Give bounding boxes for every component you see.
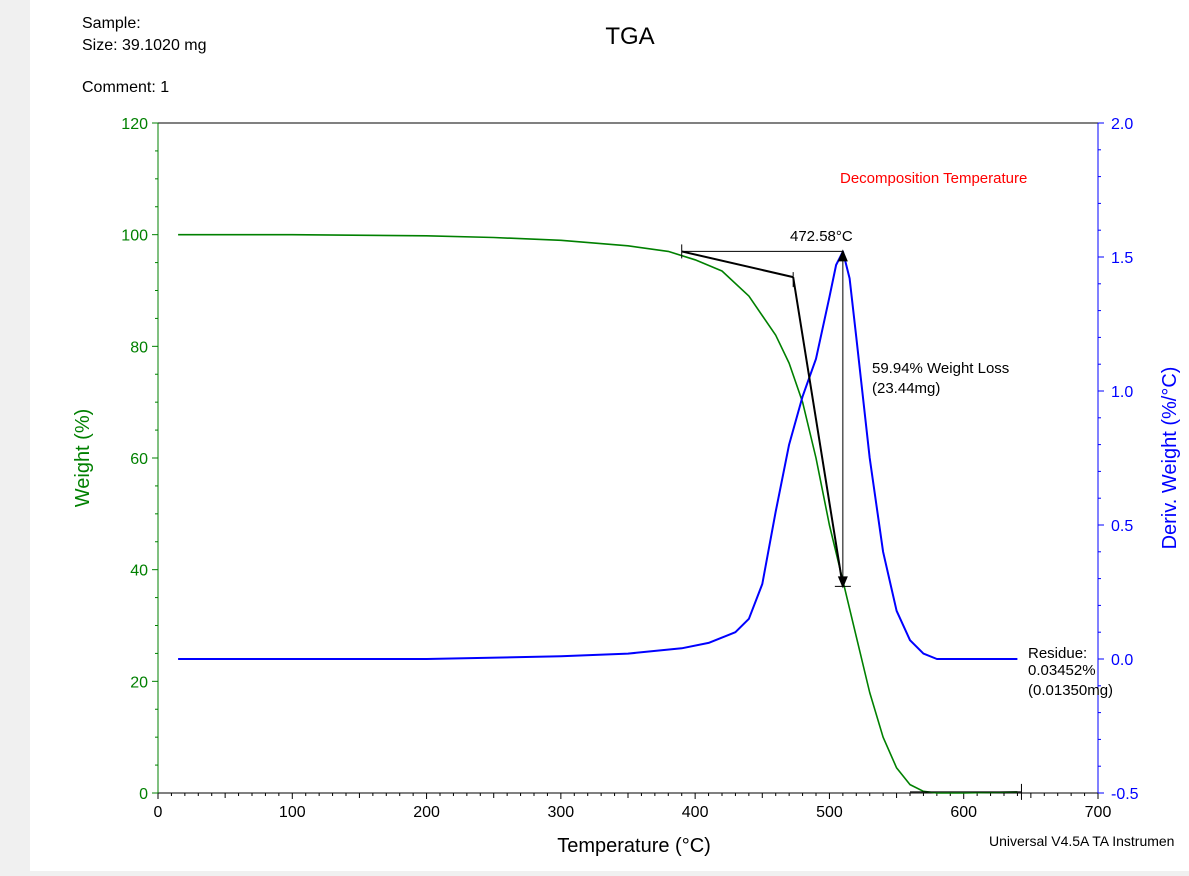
y-axis-label-right: Deriv. Weight (%/°C)	[1159, 367, 1181, 550]
x-tick-label: 600	[950, 804, 977, 821]
sample-label: Sample:	[82, 15, 141, 32]
y-left-tick-label: 20	[130, 674, 148, 691]
x-tick-label: 300	[548, 804, 575, 821]
decomposition-label: Decomposition Temperature	[840, 170, 1027, 187]
inflection-tangent-line	[792, 276, 844, 587]
loss-arrow-up	[837, 249, 848, 262]
x-tick-label: 0	[154, 804, 163, 821]
y-axis-label-left: Weight (%)	[72, 409, 94, 508]
weight-loss-label: 59.94% Weight Loss	[872, 360, 1009, 377]
y-left-tick-label: 100	[121, 228, 148, 245]
y-right-tick-label: 0.5	[1111, 518, 1133, 535]
y-right-tick-label: 0.0	[1111, 652, 1133, 669]
x-tick-label: 700	[1085, 804, 1112, 821]
y-right-tick-label: 1.5	[1111, 250, 1133, 267]
residue-mass-label: (0.01350mg)	[1028, 682, 1113, 699]
weight-loss-mass-label: (23.44mg)	[872, 380, 940, 397]
y-left-tick-label: 0	[139, 786, 148, 803]
comment-text: Comment: 1	[82, 79, 169, 96]
x-tick-label: 200	[413, 804, 440, 821]
deriv-weight-curve	[178, 250, 1018, 660]
y-left-tick-label: 60	[130, 451, 148, 468]
chart-title: TGA	[605, 23, 654, 50]
onset-temperature-label: 472.58°C	[790, 228, 853, 245]
y-left-tick-label: 120	[121, 116, 148, 133]
sample-size: Size: 39.1020 mg	[82, 37, 207, 54]
loss-arrow-down	[837, 576, 848, 589]
y-right-tick-label: 2.0	[1111, 116, 1133, 133]
residue-percent-label: 0.03452%	[1028, 662, 1096, 679]
plot-area: 0 100 200 300 400 500 600 700 0 20 40 60 80 100 120 -0.…	[121, 116, 1138, 821]
y-right-tick-label: 1.0	[1111, 384, 1133, 401]
x-tick-label: 500	[816, 804, 843, 821]
y-left-tick-label: 40	[130, 563, 148, 580]
tga-chart: Sample: Size: 39.1020 mg Comment: 1 TGA …	[72, 15, 1181, 857]
software-footer: Universal V4.5A TA Instrumen	[989, 833, 1174, 849]
x-axis-label: Temperature (°C)	[557, 835, 711, 857]
x-tick-label: 100	[279, 804, 306, 821]
y-left-tick-label: 80	[130, 339, 148, 356]
residue-label: Residue:	[1028, 645, 1087, 662]
tga-report: Sample: Size: 39.1020 mg Comment: 1 TGA …	[30, 0, 1189, 871]
weight-curve	[178, 233, 1018, 794]
x-tick-label: 400	[682, 804, 709, 821]
y-right-tick-label: -0.5	[1111, 786, 1139, 803]
onset-tangent-line	[681, 250, 794, 279]
